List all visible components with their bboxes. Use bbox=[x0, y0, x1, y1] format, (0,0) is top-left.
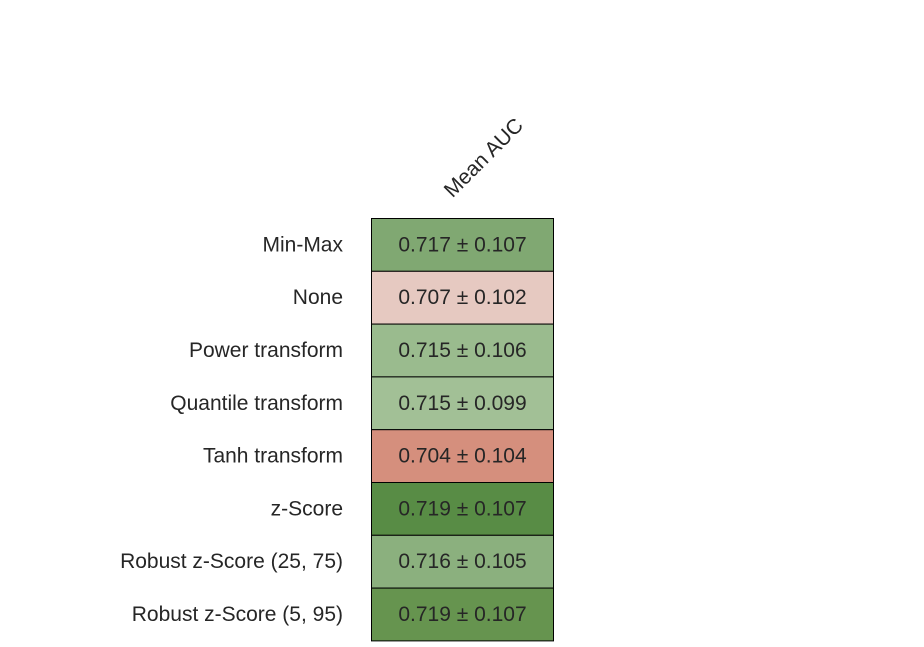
cell-value-label: 0.715 ± 0.099 bbox=[398, 392, 526, 415]
row-tick-label: None bbox=[293, 286, 343, 309]
heatmap-cell bbox=[371, 218, 554, 272]
column-tick-label: Mean AUC bbox=[440, 114, 528, 202]
cell-value-label: 0.715 ± 0.106 bbox=[398, 339, 526, 362]
cell-value-label: 0.719 ± 0.107 bbox=[398, 603, 526, 626]
row-tick-label: Min-Max bbox=[262, 233, 343, 256]
cell-value-label: 0.704 ± 0.104 bbox=[398, 445, 527, 468]
heatmap-cell bbox=[371, 429, 554, 484]
row-tick-label: Tanh transform bbox=[203, 445, 343, 468]
cell-value-label: 0.707 ± 0.102 bbox=[398, 286, 526, 309]
row-tick-label: Quantile transform bbox=[170, 392, 343, 415]
heatmap-cell bbox=[371, 587, 554, 642]
row-tick-label: Robust z-Score (5, 95) bbox=[132, 603, 343, 626]
heatmap-cell bbox=[371, 323, 554, 378]
row-tick-label: Robust z-Score (25, 75) bbox=[120, 550, 343, 573]
heatmap-cell bbox=[371, 376, 554, 431]
cell-value-label: 0.717 ± 0.107 bbox=[398, 233, 526, 256]
column-labels: Mean AUC bbox=[440, 114, 528, 202]
heatmap-cell bbox=[371, 482, 554, 536]
heatmap-cells: 0.717 ± 0.107 0.707 ± 0.102 0.715 ± 0.106 0… bbox=[371, 218, 554, 642]
row-labels: Min-Max None Power transform Quantile trans… bbox=[120, 233, 343, 626]
heatmap-cell bbox=[371, 270, 554, 325]
cell-value-label: 0.719 ± 0.107 bbox=[398, 497, 526, 520]
cell-value-label: 0.716 ± 0.105 bbox=[398, 550, 526, 573]
row-tick-label: Power transform bbox=[189, 339, 343, 362]
row-tick-label: z-Score bbox=[271, 497, 343, 520]
